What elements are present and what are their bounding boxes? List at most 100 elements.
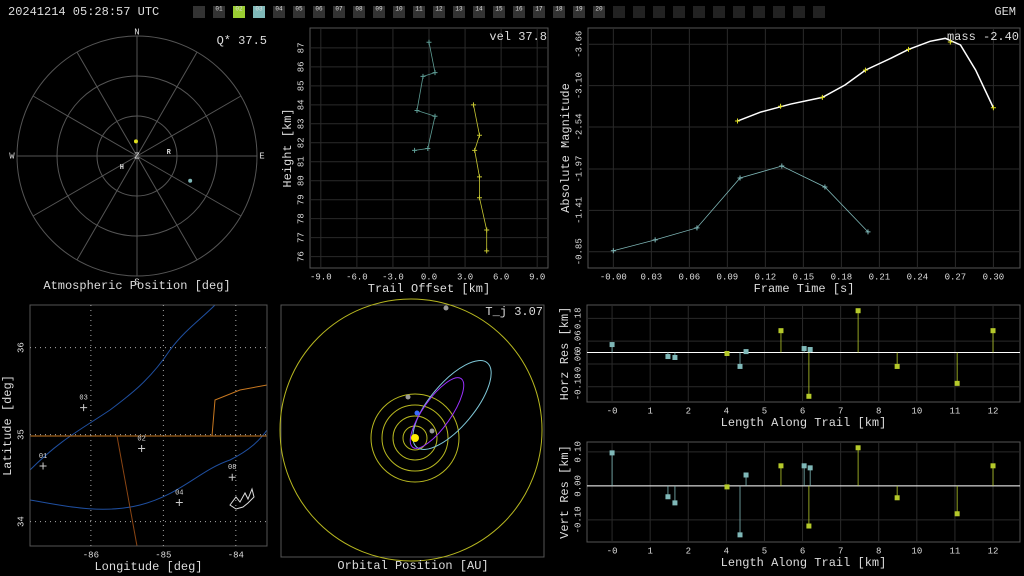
residual-point (990, 328, 996, 334)
station-label: 02 (235, 6, 243, 13)
residual-point (743, 349, 749, 355)
point-marker (778, 103, 784, 109)
y-axis-title: Vert Res [km] (558, 445, 572, 539)
y-tick-label: -1.41 (574, 197, 584, 224)
meteor-point (188, 178, 193, 183)
x-tick-label: 0.09 (717, 272, 739, 282)
direction-label: W (9, 151, 15, 161)
station-box (293, 6, 305, 18)
residual-point (665, 354, 671, 360)
point-marker (472, 147, 478, 153)
y-tick-label: -0.06 (573, 350, 583, 377)
annotation: Q* 37.5 (217, 34, 267, 48)
x-tick-label: -84 (228, 550, 244, 560)
residual-point (806, 523, 812, 529)
timestamp: 20241214 05:28:57 UTC (8, 5, 159, 19)
x-tick-label: 0.0 (421, 272, 437, 282)
station-label: 01 (215, 6, 223, 13)
y-tick-label: 77 (296, 232, 306, 243)
y-tick-label: 87 (296, 43, 306, 54)
station-box (533, 6, 545, 18)
point-marker (432, 70, 438, 76)
station-label: 15 (495, 6, 503, 13)
residual-point (672, 354, 678, 360)
polar-spoke (76, 155, 138, 261)
station-label: 06 (315, 6, 323, 13)
station-box (573, 6, 585, 18)
station-box (753, 6, 765, 18)
plot-frame (587, 27, 1021, 269)
point-marker (947, 39, 953, 45)
x-tick-label: -85 (155, 550, 171, 560)
residual-point (894, 363, 900, 369)
station-label: 07 (335, 6, 343, 13)
point-marker (426, 39, 432, 45)
annotation: vel 37.8 (489, 30, 547, 44)
station-box (433, 6, 445, 18)
station-label: 13 (455, 6, 463, 13)
x-tick-label: 0.18 (831, 272, 853, 282)
x-tick-label: 4 (724, 406, 729, 416)
station-label: 09 (375, 6, 383, 13)
point-marker (610, 248, 616, 254)
point-marker (420, 73, 426, 79)
y-tick-label: 36 (16, 342, 26, 353)
station-box (393, 6, 405, 18)
point-marker (484, 248, 490, 254)
y-tick-label: 0.18 (573, 308, 583, 330)
x-tick-label: 0.24 (907, 272, 929, 282)
y-tick-label: 78 (296, 213, 306, 224)
station-label: 12 (435, 6, 443, 13)
planet (443, 305, 449, 311)
planet (405, 394, 411, 400)
station-label: 10 (395, 6, 403, 13)
point-marker (414, 108, 420, 114)
point-marker (822, 184, 828, 190)
station-label: 03 (79, 395, 87, 403)
station-label: 20 (595, 6, 603, 13)
x-tick-label: -86 (83, 550, 99, 560)
x-axis-title: Length Along Trail [km] (721, 556, 887, 570)
y-tick-label: 0.06 (573, 330, 583, 352)
polar-spoke (136, 51, 198, 157)
station-box (233, 6, 245, 18)
x-tick-label: 6.0 (493, 272, 509, 282)
polar-spoke (32, 155, 138, 217)
station-label: 02 (137, 435, 145, 443)
station-box (353, 6, 365, 18)
orbit-ring (381, 404, 449, 472)
x-tick-label: 11 (950, 546, 961, 556)
station-box (773, 6, 785, 18)
residual-point (855, 445, 861, 451)
residual-point (778, 328, 784, 334)
residual-point (609, 342, 615, 348)
x-axis-title: Length Along Trail [km] (721, 416, 887, 430)
station-box (713, 6, 725, 18)
residual-point (801, 463, 807, 469)
station-label: 11 (415, 6, 423, 13)
y-axis-title: Horz Res [km] (558, 307, 572, 401)
station-marker (80, 404, 88, 412)
station-box (633, 6, 645, 18)
chart-title: Atmospheric Position [deg] (43, 279, 230, 293)
y-tick-label: 0.10 (573, 441, 583, 463)
point-marker (476, 195, 482, 201)
border (211, 384, 268, 437)
station-marker: R (167, 149, 172, 157)
y-tick-label: 84 (296, 99, 306, 110)
station-box (733, 6, 745, 18)
station-box (333, 6, 345, 18)
x-tick-label: 12 (988, 546, 999, 556)
y-tick-label: 35 (16, 429, 26, 440)
x-tick-label: -0.00 (600, 272, 627, 282)
series-line (473, 104, 488, 251)
x-tick-label: -3.0 (382, 272, 404, 282)
direction-label: N (134, 27, 139, 37)
station-marker: H (120, 164, 124, 172)
point-marker (819, 94, 825, 100)
shower-code: GEM (994, 5, 1016, 19)
y-axis-title: Absolute Magnitude (559, 83, 573, 213)
station-label: 08 (355, 6, 363, 13)
x-tick-label: 1 (647, 546, 652, 556)
y-tick-label: 80 (296, 175, 306, 186)
